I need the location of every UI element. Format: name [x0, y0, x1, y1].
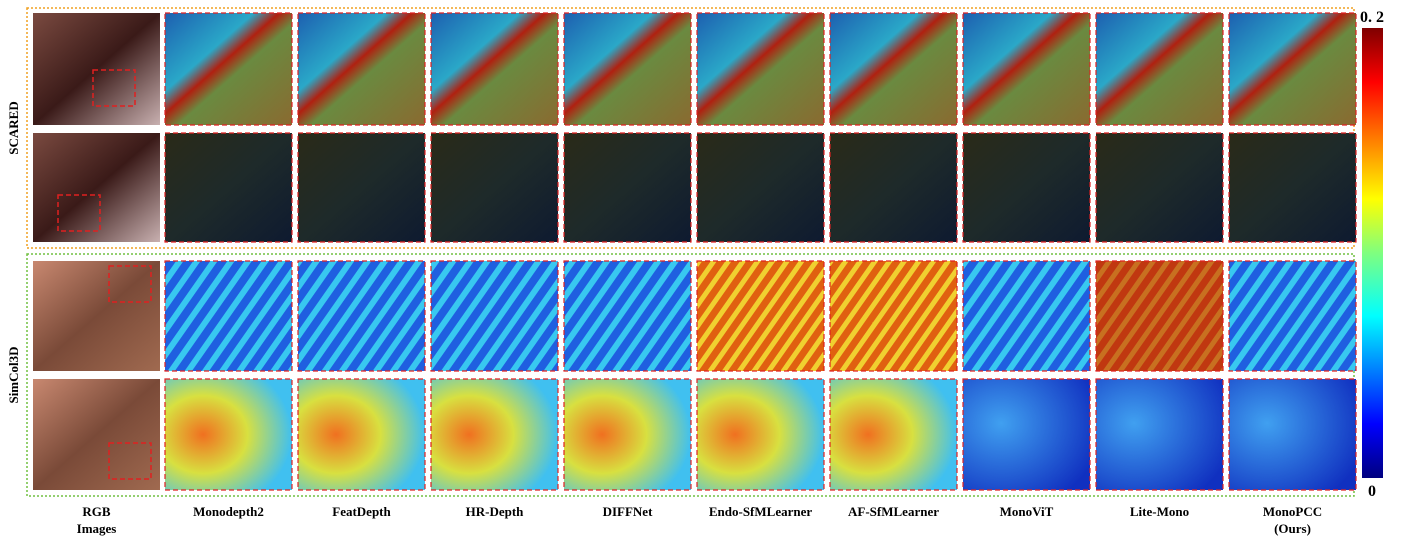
rgb-image	[33, 13, 160, 125]
column-label: MonoViT	[1000, 504, 1054, 519]
error-map	[564, 379, 691, 490]
error-map	[830, 13, 957, 125]
error-map	[298, 261, 425, 371]
error-map	[1229, 13, 1356, 125]
error-map	[165, 379, 292, 490]
error-map	[830, 261, 957, 371]
column-label: Lite-Mono	[1130, 504, 1189, 519]
error-map	[564, 13, 691, 125]
error-map	[431, 379, 558, 490]
rgb-image	[33, 379, 160, 490]
error-map	[298, 133, 425, 242]
error-map	[165, 261, 292, 371]
error-map	[1096, 133, 1223, 242]
error-map	[1229, 261, 1356, 371]
error-map	[963, 133, 1090, 242]
column-label: MonoPCC	[1263, 504, 1322, 519]
column-label: Endo-SfMLearner	[709, 504, 813, 519]
rgb-image	[33, 261, 160, 371]
error-map	[830, 133, 957, 242]
error-map	[298, 13, 425, 125]
error-map-shade	[1096, 261, 1223, 371]
row-group-label: SimCol3D	[6, 346, 21, 403]
column-label: (Ours)	[1274, 521, 1311, 536]
column-label: Images	[77, 521, 117, 536]
error-map	[165, 133, 292, 242]
error-map	[431, 261, 558, 371]
column-label: RGB	[82, 504, 111, 519]
error-map	[431, 133, 558, 242]
error-map	[165, 13, 292, 125]
colorbar-max: 0. 2	[1360, 9, 1384, 26]
error-map	[1229, 379, 1356, 490]
error-map	[298, 379, 425, 490]
colorbar	[1362, 28, 1383, 478]
error-map	[697, 13, 824, 125]
error-map	[564, 261, 691, 371]
error-map	[1096, 13, 1223, 125]
column-label: HR-Depth	[466, 504, 525, 519]
figure: SCARED SimCol3D 0. 2 0 RGB Images Monodept…	[0, 0, 1402, 539]
error-map	[564, 133, 691, 242]
rgb-image	[33, 133, 160, 242]
error-map	[431, 13, 558, 125]
error-map	[963, 13, 1090, 125]
error-map	[697, 379, 824, 490]
error-map	[1096, 379, 1223, 490]
error-map	[697, 133, 824, 242]
column-label: FeatDepth	[332, 504, 391, 519]
row-group-label: SCARED	[6, 101, 21, 154]
error-map	[963, 379, 1090, 490]
column-label: AF-SfMLearner	[848, 504, 939, 519]
column-label: DIFFNet	[603, 504, 653, 519]
error-map	[697, 261, 824, 371]
colorbar-min: 0	[1368, 483, 1376, 500]
error-map	[963, 261, 1090, 371]
column-label: Monodepth2	[193, 504, 264, 519]
error-map	[830, 379, 957, 490]
error-map	[1229, 133, 1356, 242]
